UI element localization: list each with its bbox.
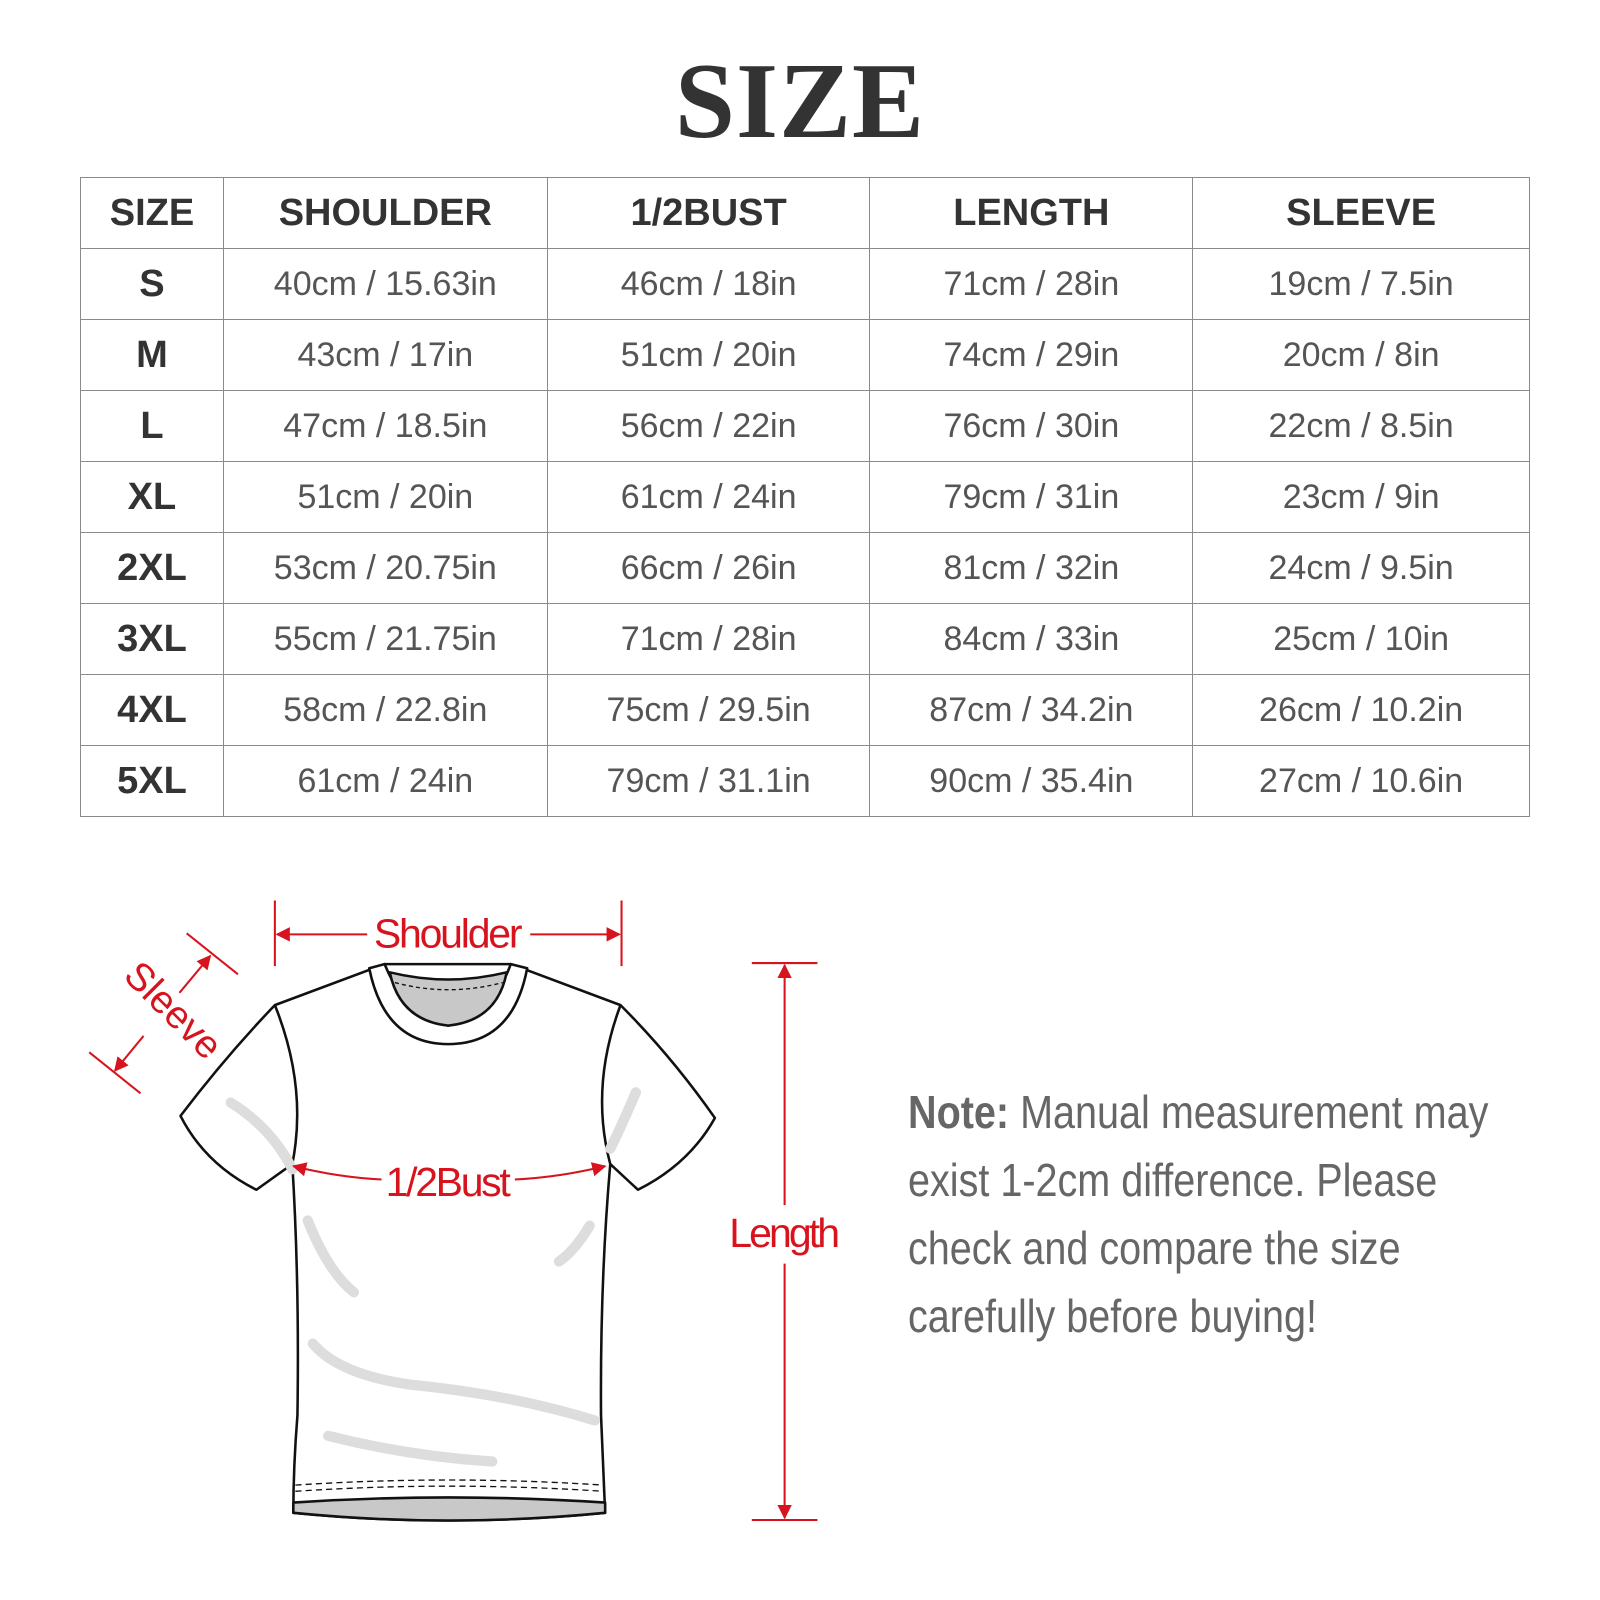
cell-bust: 56cm / 22in (546, 390, 871, 462)
cell-length: 71cm / 28in (869, 248, 1194, 320)
cell-bust: 51cm / 20in (546, 319, 871, 391)
shoulder-label: Shoulder (374, 911, 523, 957)
table-row: S 40cm / 15.63in 46cm / 18in 71cm / 28in 19c… (80, 248, 1530, 320)
page-title: SIZE (674, 42, 926, 161)
cell-bust: 71cm / 28in (546, 603, 871, 675)
length-label: Length (729, 1210, 840, 1256)
sleeve-label: Sleeve (116, 953, 231, 1068)
tshirt-icon (179, 962, 717, 1522)
sleeve-measure (88, 932, 239, 1095)
cell-bust: 61cm / 24in (546, 461, 871, 533)
cell-sleeve: 25cm / 10in (1192, 603, 1530, 675)
cell-bust: 66cm / 26in (546, 532, 871, 604)
cell-size: M (80, 319, 224, 391)
cell-bust: 75cm / 29.5in (546, 674, 871, 746)
header-size: SIZE (80, 177, 224, 249)
table-row: M 43cm / 17in 51cm / 20in 74cm / 29in 20cm /… (80, 319, 1530, 391)
shoulder-measure (273, 900, 623, 967)
length-measure (751, 962, 818, 1522)
cell-size: 5XL (80, 745, 224, 817)
header-bust: 1/2BUST (546, 177, 871, 249)
cell-sleeve: 23cm / 9in (1192, 461, 1530, 533)
cell-size: XL (80, 461, 224, 533)
cell-length: 90cm / 35.4in (869, 745, 1194, 817)
table-header-row: SIZE SHOULDER 1/2BUST LENGTH SLEEVE (80, 177, 1530, 249)
header-sleeve: SLEEVE (1192, 177, 1530, 249)
cell-shoulder: 47cm / 18.5in (222, 390, 548, 462)
table-row: 3XL 55cm / 21.75in 71cm / 28in 84cm / 33in 2… (80, 603, 1530, 675)
cell-shoulder: 53cm / 20.75in (222, 532, 548, 604)
cell-sleeve: 24cm / 9.5in (1192, 532, 1530, 604)
size-table: SIZE SHOULDER 1/2BUST LENGTH SLEEVE S 40c… (80, 177, 1530, 817)
cell-bust: 46cm / 18in (546, 248, 871, 320)
cell-sleeve: 22cm / 8.5in (1192, 390, 1530, 462)
cell-sleeve: 26cm / 10.2in (1192, 674, 1530, 746)
table-row: XL 51cm / 20in 61cm / 24in 79cm / 31in 23cm … (80, 461, 1530, 533)
table-row: 5XL 61cm / 24in 79cm / 31.1in 90cm / 35.4in… (80, 745, 1530, 817)
cell-shoulder: 55cm / 21.75in (222, 603, 548, 675)
cell-length: 74cm / 29in (869, 319, 1194, 391)
note-body: Manual measurement may exist 1-2cm diffe… (908, 1086, 1489, 1342)
cell-shoulder: 51cm / 20in (222, 461, 548, 533)
bust-measure (291, 1162, 607, 1181)
cell-length: 84cm / 33in (869, 603, 1194, 675)
cell-sleeve: 19cm / 7.5in (1192, 248, 1530, 320)
cell-shoulder: 61cm / 24in (222, 745, 548, 817)
cell-bust: 79cm / 31.1in (546, 745, 871, 817)
bust-label: 1/2Bust (386, 1159, 512, 1205)
cell-sleeve: 20cm / 8in (1192, 319, 1530, 391)
table-row: 4XL 58cm / 22.8in 75cm / 29.5in 87cm / 34.2… (80, 674, 1530, 746)
cell-length: 76cm / 30in (869, 390, 1194, 462)
cell-size: 4XL (80, 674, 224, 746)
cell-shoulder: 43cm / 17in (222, 319, 548, 391)
cell-size: S (80, 248, 224, 320)
header-length: LENGTH (869, 177, 1194, 249)
cell-length: 81cm / 32in (869, 532, 1194, 604)
cell-size: 3XL (80, 603, 224, 675)
note-text: Note: Manual measurement may exist 1-2cm… (908, 1078, 1510, 1350)
cell-size: L (80, 390, 224, 462)
table-row: 2XL 53cm / 20.75in 66cm / 26in 81cm / 32in 2… (80, 532, 1530, 604)
cell-shoulder: 58cm / 22.8in (222, 674, 548, 746)
cell-shoulder: 40cm / 15.63in (222, 248, 548, 320)
table-row: L 47cm / 18.5in 56cm / 22in 76cm / 30in 22cm… (80, 390, 1530, 462)
cell-sleeve: 27cm / 10.6in (1192, 745, 1530, 817)
note-label: Note: (908, 1086, 1010, 1138)
